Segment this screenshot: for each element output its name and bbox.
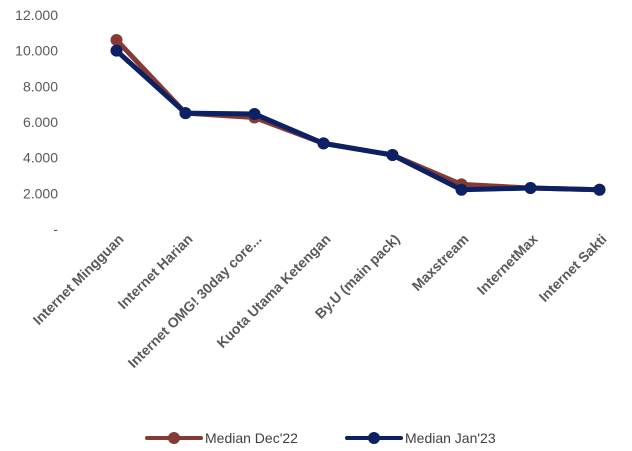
data-point-0 xyxy=(110,33,123,46)
legend-item-dec22: Median Dec'22 xyxy=(145,428,298,448)
series-line-1 xyxy=(114,48,602,193)
data-point-1 xyxy=(248,107,261,120)
data-point-1 xyxy=(455,183,468,196)
legend-swatch-dec22 xyxy=(145,428,203,448)
y-tick-label: 12.000 xyxy=(15,7,58,23)
series-layer xyxy=(110,33,606,196)
x-tick-label: Maxstream xyxy=(409,231,472,294)
y-tick-label: 6.000 xyxy=(23,114,58,130)
y-tick-label: 8.000 xyxy=(23,78,58,94)
y-tick-label: 2.000 xyxy=(23,185,58,201)
x-tick-label: Internet Mingguan xyxy=(30,231,127,328)
x-tick-label: Internet Sakti xyxy=(536,231,610,305)
data-point-1 xyxy=(386,148,399,161)
legend-label-dec22: Median Dec'22 xyxy=(205,430,298,446)
x-tick-label: Kuota Utama Ketengan xyxy=(213,231,333,351)
legend-marker-jan23 xyxy=(368,432,380,444)
data-point-1 xyxy=(179,107,192,120)
y-tick-label: 4.000 xyxy=(23,150,58,166)
legend-marker-dec22 xyxy=(168,432,180,444)
y-tick-label: 10.000 xyxy=(15,43,58,59)
data-point-1 xyxy=(110,44,123,57)
data-point-1 xyxy=(593,183,606,196)
x-tick-label: InternetMax xyxy=(474,231,541,298)
y-tick-label: - xyxy=(53,221,58,237)
legend-label-jan23: Median Jan'23 xyxy=(405,430,496,446)
legend: Median Dec'22 Median Jan'23 xyxy=(0,428,632,448)
x-tick-label: Internet OMG! 30day core... xyxy=(125,231,265,371)
legend-swatch-jan23 xyxy=(345,428,403,448)
legend-item-jan23: Median Jan'23 xyxy=(345,428,496,448)
data-point-1 xyxy=(317,137,330,150)
data-point-1 xyxy=(524,181,537,194)
line-chart: - 2.000 4.000 6.000 8.000 10.000 12.000 Interne… xyxy=(15,7,610,371)
